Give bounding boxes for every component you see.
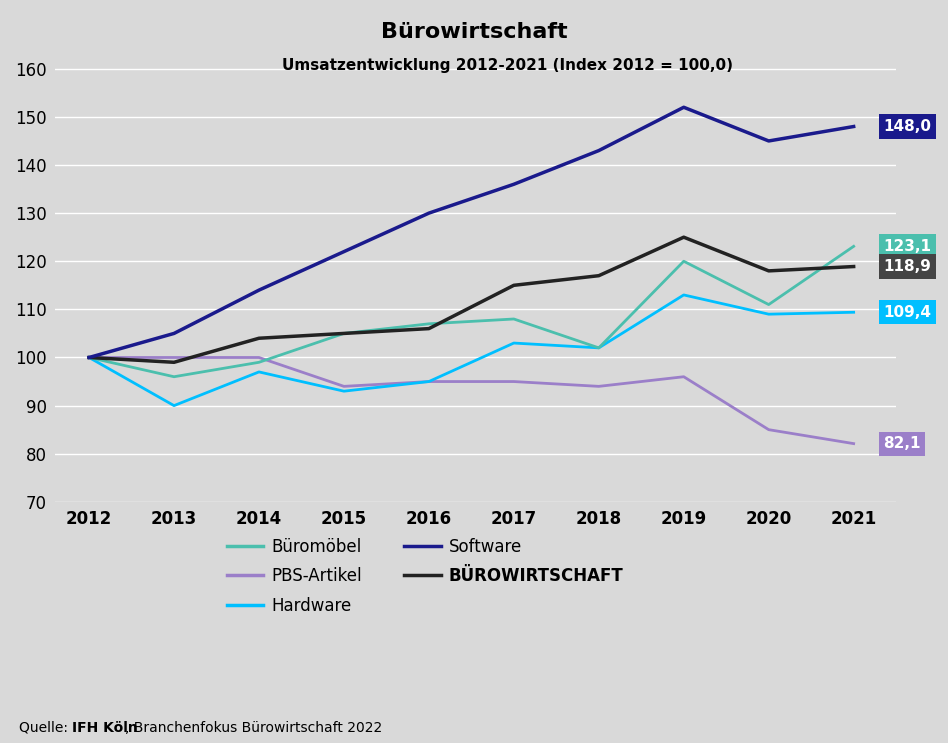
Text: 109,4: 109,4 [884,305,931,319]
Text: 118,9: 118,9 [884,259,931,274]
Text: 123,1: 123,1 [884,239,931,254]
Legend: Büromöbel, PBS-Artikel, Hardware, Software, BÜROWIRTSCHAFT: Büromöbel, PBS-Artikel, Hardware, Softwa… [220,531,630,621]
Text: Umsatzentwicklung 2012-2021 (Index 2012 = 100,0): Umsatzentwicklung 2012-2021 (Index 2012 … [283,59,733,74]
Text: 82,1: 82,1 [884,436,921,451]
Text: Quelle:: Quelle: [19,721,72,735]
Text: Bürowirtschaft: Bürowirtschaft [381,22,567,42]
Text: , Branchenfokus Bürowirtschaft 2022: , Branchenfokus Bürowirtschaft 2022 [125,721,382,735]
Text: IFH Köln: IFH Köln [72,721,137,735]
Text: 148,0: 148,0 [884,119,931,134]
